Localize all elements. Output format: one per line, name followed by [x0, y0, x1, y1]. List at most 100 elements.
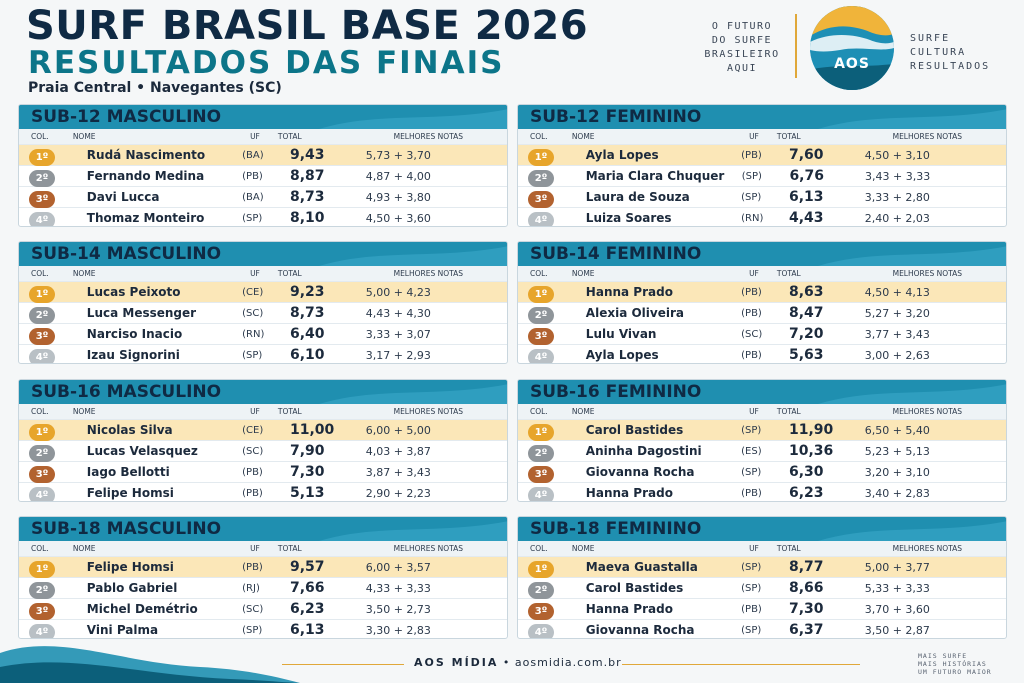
column-headers: COL. NOME UF TOTAL MELHORES NOTAS — [518, 266, 1006, 281]
footer-line-right — [622, 664, 860, 665]
position-cell: 2º — [19, 578, 69, 599]
athlete-name: Pablo Gabriel — [86, 581, 178, 595]
total-score: 9,43 — [289, 147, 325, 163]
table-row: 2º Fernando Medina (PB) 8,87 4,87 + 4,00 — [19, 165, 507, 187]
total-score: 7,20 — [788, 326, 824, 342]
table-row: 3º Davi Lucca (BA) 8,73 4,93 + 3,80 — [19, 186, 507, 208]
athlete-state: (RN) — [741, 212, 764, 224]
position-cell: 1º — [518, 420, 568, 441]
col-header-best: MELHORES NOTAS — [892, 544, 963, 553]
column-headers: COL. NOME UF TOTAL MELHORES NOTAS — [19, 541, 507, 556]
footer-brand-name: AOS MÍDIA — [414, 656, 499, 669]
total-score: 6,40 — [289, 326, 325, 342]
position-cell: 4º — [518, 620, 568, 638]
header-wave-icon — [518, 380, 1006, 404]
athlete-state: (SC) — [242, 603, 264, 615]
position-cell: 4º — [518, 483, 568, 501]
total-score: 6,13 — [788, 189, 824, 205]
best-scores: 4,87 + 4,00 — [365, 169, 431, 183]
table-row: 2º Maria Clara Chuquer (SP) 6,76 3,43 + 3,33 — [518, 165, 1006, 187]
position-badge: 1º — [29, 423, 55, 441]
col-header-pos: COL. — [530, 269, 548, 278]
best-scores: 5,00 + 4,23 — [365, 285, 431, 299]
header-wave-icon — [19, 242, 507, 266]
position-cell: 1º — [19, 282, 69, 303]
athlete-state: (SP) — [741, 582, 762, 594]
best-scores: 4,93 + 3,80 — [365, 190, 431, 204]
position-badge: 2º — [528, 581, 554, 599]
position-cell: 3º — [19, 599, 69, 620]
col-header-pos: COL. — [31, 269, 49, 278]
position-badge: 1º — [528, 285, 554, 303]
logo-text: AOS — [834, 56, 870, 72]
athlete-name: Luiza Soares — [585, 211, 672, 225]
best-scores: 2,40 + 2,03 — [864, 211, 930, 225]
best-scores: 6,50 + 5,40 — [864, 423, 930, 437]
athlete-state: (SP) — [242, 349, 263, 361]
position-cell: 1º — [19, 145, 69, 166]
position-badge: 4º — [528, 486, 554, 501]
footer-url-link[interactable]: aosmidia.com.br — [514, 656, 622, 669]
position-cell: 1º — [19, 420, 69, 441]
athlete-name: Hanna Prado — [585, 285, 673, 299]
col-header-name: NOME — [72, 407, 96, 416]
position-badge: 4º — [29, 623, 55, 638]
best-scores: 4,33 + 3,33 — [365, 581, 431, 595]
footer-line-left — [282, 664, 404, 665]
athlete-name: Iago Bellotti — [86, 465, 170, 479]
athlete-name: Thomaz Monteiro — [86, 211, 205, 225]
athlete-state: (RN) — [242, 328, 265, 340]
page-subtitle: RESULTADOS DAS FINAIS — [28, 45, 505, 81]
best-scores: 4,50 + 4,13 — [864, 285, 930, 299]
table-row: 4º Giovanna Rocha (SP) 6,37 3,50 + 2,87 — [518, 619, 1006, 638]
column-headers: COL. NOME UF TOTAL MELHORES NOTAS — [19, 266, 507, 281]
athlete-state: (CE) — [242, 286, 264, 298]
category-title: SUB-18 FEMININO — [530, 519, 702, 539]
event-location: Praia Central • Navegantes (SC) — [28, 80, 282, 96]
position-cell: 3º — [518, 324, 568, 345]
col-header-uf: UF — [250, 132, 260, 141]
best-scores: 4,50 + 3,10 — [864, 148, 930, 162]
total-score: 6,13 — [289, 622, 325, 638]
position-cell: 2º — [19, 303, 69, 324]
total-score: 7,30 — [289, 464, 325, 480]
category-title: SUB-12 MASCULINO — [31, 107, 222, 127]
col-header-total: TOTAL — [277, 132, 302, 141]
column-headers: COL. NOME UF TOTAL MELHORES NOTAS — [19, 129, 507, 144]
col-header-pos: COL. — [530, 132, 548, 141]
position-cell: 4º — [19, 345, 69, 363]
col-header-uf: UF — [250, 269, 260, 278]
best-scores: 5,00 + 3,77 — [864, 560, 930, 574]
category-header: SUB-14 MASCULINO — [19, 242, 507, 266]
position-cell: 4º — [19, 620, 69, 638]
col-header-total: TOTAL — [776, 407, 801, 416]
position-badge: 3º — [528, 190, 554, 208]
category-panel: SUB-16 FEMININO COL. NOME UF TOTAL MELHORES N… — [517, 379, 1007, 502]
table-row: 1º Rudá Nascimento (BA) 9,43 5,73 + 3,70 — [19, 144, 507, 166]
position-cell: 1º — [518, 282, 568, 303]
table-row: 2º Carol Bastides (SP) 8,66 5,33 + 3,33 — [518, 577, 1006, 599]
position-badge: 4º — [528, 623, 554, 638]
position-cell: 3º — [518, 599, 568, 620]
column-headers: COL. NOME UF TOTAL MELHORES NOTAS — [518, 404, 1006, 419]
position-cell: 3º — [518, 462, 568, 483]
total-score: 8,87 — [289, 168, 325, 184]
col-header-total: TOTAL — [776, 132, 801, 141]
col-header-name: NOME — [571, 407, 595, 416]
position-cell: 4º — [19, 208, 69, 226]
table-row: 4º Ayla Lopes (PB) 5,63 3,00 + 2,63 — [518, 344, 1006, 363]
page-title: SURF BRASIL BASE 2026 — [26, 3, 589, 49]
table-row: 1º Ayla Lopes (PB) 7,60 4,50 + 3,10 — [518, 144, 1006, 166]
col-header-total: TOTAL — [776, 544, 801, 553]
total-score: 5,13 — [289, 485, 325, 501]
athlete-state: (SP) — [741, 624, 762, 636]
tagline-line: DO SURFE — [711, 35, 773, 46]
col-header-pos: COL. — [530, 407, 548, 416]
col-header-name: NOME — [72, 544, 96, 553]
table-row: 2º Aninha Dagostini (ES) 10,36 5,23 + 5,13 — [518, 440, 1006, 462]
athlete-name: Nicolas Silva — [86, 423, 173, 437]
category-panel: SUB-18 FEMININO COL. NOME UF TOTAL MELHORES N… — [517, 516, 1007, 639]
col-header-pos: COL. — [31, 544, 49, 553]
athlete-state: (PB) — [242, 170, 263, 182]
position-badge: 4º — [528, 211, 554, 226]
